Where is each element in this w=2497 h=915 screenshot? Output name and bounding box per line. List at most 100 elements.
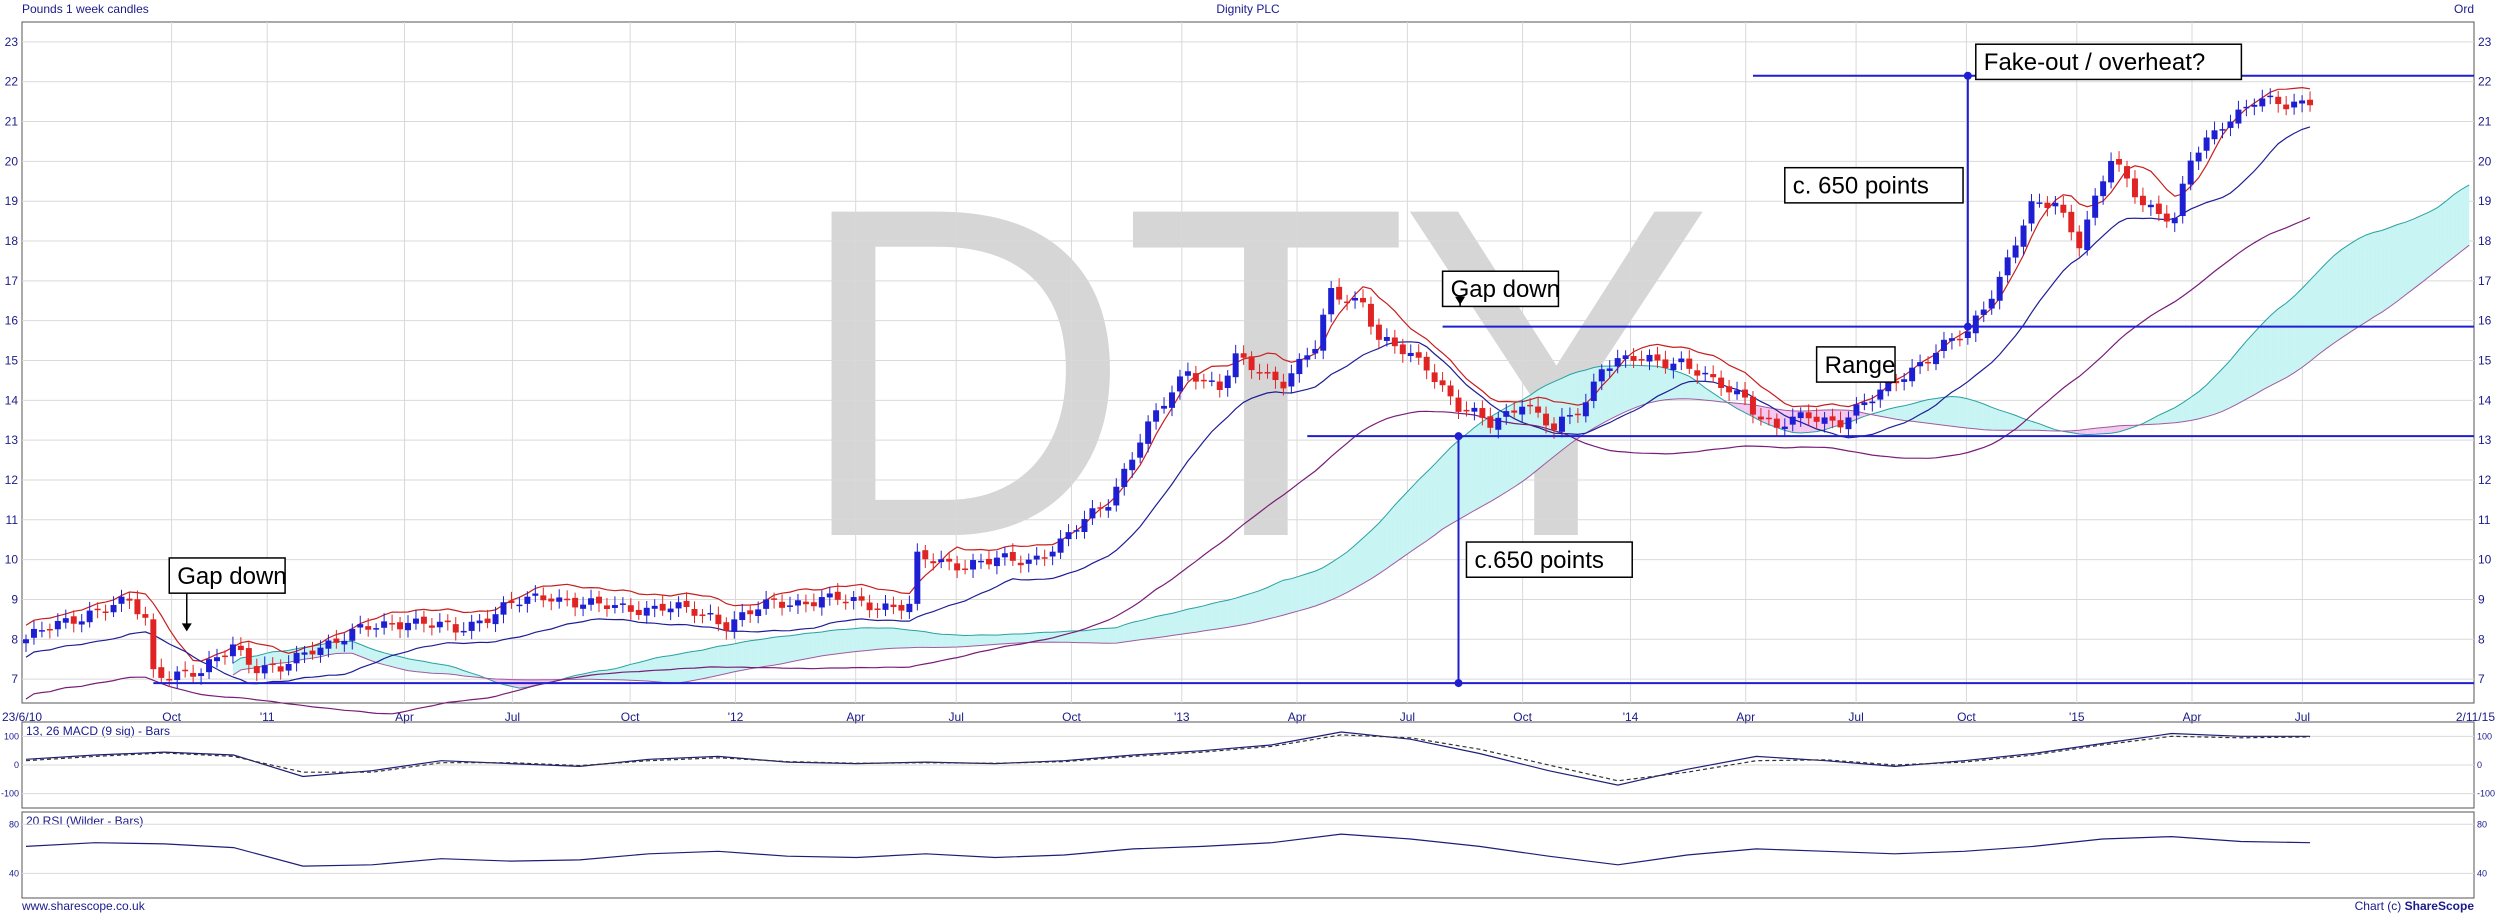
ichimoku-cloud-segment: [1299, 573, 1308, 611]
candle-body: [532, 593, 539, 596]
candle-body: [588, 598, 595, 605]
candle-body: [627, 605, 634, 612]
macd-panel-series-macd: [25, 731, 2310, 786]
candle-body: [237, 645, 244, 651]
candle-body: [1017, 562, 1024, 566]
candle-body: [1001, 553, 1008, 558]
candle-body: [1153, 410, 1160, 422]
ichimoku-cloud-segment: [750, 639, 759, 669]
candle-body: [468, 621, 475, 631]
candle-body: [1678, 358, 1685, 363]
ichimoku-cloud-segment: [2103, 426, 2112, 434]
candle-body: [794, 600, 801, 606]
candle-body: [94, 608, 101, 611]
candle-body: [1837, 420, 1844, 428]
candle-body: [1184, 371, 1191, 376]
candle-body: [2291, 101, 2298, 108]
candle-body: [508, 600, 515, 604]
ichimoku-cloud-segment: [1307, 571, 1316, 609]
candle-body: [2036, 202, 2043, 204]
annotation-text-measure-lower: c.650 points: [1474, 547, 1603, 574]
candle-body: [1590, 381, 1597, 402]
ichimoku-cloud-segment: [805, 632, 814, 659]
macd-panel-tick-right: -100: [2477, 789, 2495, 799]
candle-body: [2028, 201, 2035, 224]
price-panel-frame: [21, 21, 2475, 704]
measure-endpoint: [1454, 679, 1463, 688]
candle-body: [524, 596, 531, 604]
ichimoku-cloud-segment: [1410, 479, 1419, 552]
ichimoku-cloud-segment: [1195, 605, 1204, 633]
annotation-arrowhead: [1455, 296, 1466, 305]
ichimoku-cloud-segment: [2079, 429, 2088, 435]
candle-body: [325, 640, 332, 649]
candle-body: [1519, 406, 1526, 415]
x-tick-label: Jul: [505, 710, 520, 724]
ichimoku-cloud-segment: [694, 650, 703, 681]
candle-body: [1646, 354, 1653, 362]
candle-body: [1956, 338, 1963, 341]
ichimoku-cloud-segment: [1967, 398, 1976, 429]
candle-body: [174, 671, 181, 681]
candle-body: [1176, 376, 1183, 392]
ichimoku-cloud-segment: [2461, 184, 2470, 252]
ichimoku-cloud-segment: [1187, 607, 1196, 634]
candle-body: [611, 605, 618, 608]
moving-average-slow: [25, 217, 2311, 715]
candle-body: [1972, 315, 1979, 334]
candle-body: [166, 678, 173, 681]
candle-body: [460, 630, 467, 633]
ichimoku-cloud-segment: [1442, 447, 1451, 530]
candle-body: [946, 558, 953, 562]
candle-body: [1471, 407, 1478, 412]
candle-body: [787, 605, 793, 607]
ichimoku-cloud-segment: [1522, 395, 1531, 482]
candle-body: [1710, 374, 1717, 378]
ichimoku-cloud-segment: [1108, 627, 1117, 644]
rsi-panel-title: 20 RSI (Wilder - Bars): [26, 814, 143, 828]
ichimoku-cloud-segment: [1370, 523, 1379, 579]
candle-body: [1527, 404, 1534, 407]
moving-average-mid: [25, 126, 2311, 685]
y-tick-label-left: 21: [5, 115, 19, 129]
candle-body: [858, 596, 865, 601]
candle-body: [54, 620, 61, 630]
ichimoku-cloud-segment: [2445, 194, 2454, 264]
footer-site-link[interactable]: www.sharescope.co.uk: [21, 899, 146, 913]
ichimoku-cloud-segment: [678, 652, 687, 683]
candle-body: [301, 652, 308, 655]
candle-body: [699, 614, 706, 616]
ichimoku-cloud-segment: [2119, 425, 2127, 432]
ichimoku-cloud-segment: [352, 641, 361, 657]
ichimoku-cloud-segment: [2302, 280, 2311, 368]
candle-body: [1463, 409, 1470, 412]
macd-panel-tick-left: 100: [4, 731, 19, 741]
y-tick-label-right: 18: [2478, 234, 2492, 248]
candle-body: [2163, 213, 2170, 222]
ichimoku-cloud-segment: [1323, 562, 1332, 604]
ichimoku-cloud-segment: [949, 634, 958, 648]
candle-body: [1161, 405, 1168, 409]
candle-body: [1718, 377, 1725, 388]
candle-body: [1033, 555, 1040, 560]
ichimoku-cloud-segment: [1084, 629, 1093, 643]
candle-body: [779, 601, 786, 608]
candle-body: [420, 616, 427, 624]
candle-body: [1813, 416, 1820, 422]
ichimoku-cloud-segment: [734, 642, 743, 672]
ichimoku-cloud-segment: [742, 640, 751, 671]
candle-body: [755, 609, 762, 616]
rsi-panel-tick-right: 80: [2477, 819, 2487, 829]
candle-body: [1264, 372, 1271, 374]
copyright-prefix: Chart (c): [2355, 899, 2405, 913]
ichimoku-cloud-segment: [1609, 365, 1618, 420]
candle-body: [2060, 204, 2067, 213]
candle-body: [2187, 160, 2194, 185]
candle-body: [1224, 375, 1231, 389]
candle-body: [1256, 372, 1263, 374]
ichimoku-cloud-segment: [1140, 618, 1149, 640]
candle-body: [86, 610, 93, 623]
ichimoku-cloud-segment: [2111, 425, 2120, 434]
ichimoku-cloud-segment: [766, 637, 775, 667]
ichimoku-cloud-segment: [1816, 409, 1825, 432]
